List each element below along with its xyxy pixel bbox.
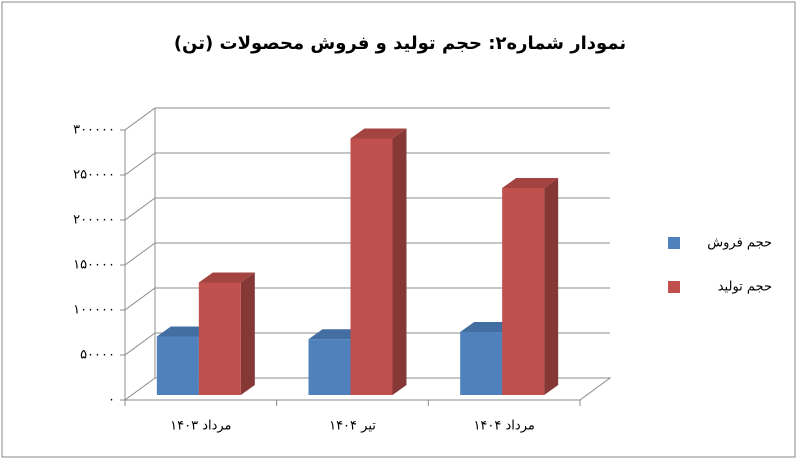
bar-front <box>308 339 351 395</box>
bar-side <box>544 178 559 395</box>
bar <box>502 178 559 395</box>
bar-front <box>198 282 241 395</box>
bar <box>350 128 407 395</box>
bar <box>198 272 255 395</box>
chart-title: نمودار شماره۲: حجم تولید و فروش محصولات … <box>174 33 626 54</box>
grid-line <box>124 107 610 131</box>
legend-label: حجم فروش <box>707 236 772 251</box>
bar-front <box>502 188 545 395</box>
grid-line <box>124 332 610 356</box>
legend-swatch <box>668 281 680 293</box>
legend-label: حجم تولید <box>718 280 772 295</box>
x-tick-label: مرداد ۱۴۰۴ <box>473 419 534 434</box>
grid-line <box>124 152 610 176</box>
x-tick-label: مرداد ۱۴۰۳ <box>170 419 231 434</box>
y-tick-label: ۵۰۰۰۰ <box>80 348 115 363</box>
y-tick-label: ۱۵۰۰۰۰ <box>73 258 115 273</box>
y-tick-label: ۰ <box>108 393 115 408</box>
grid-line <box>124 197 610 221</box>
y-tick-label: ۲۵۰۰۰۰ <box>73 168 115 183</box>
bar-side <box>392 128 407 395</box>
grid-line <box>124 377 610 401</box>
bar-top <box>350 128 407 139</box>
bar-side <box>240 272 255 395</box>
grid-line <box>124 242 610 266</box>
x-tick-label: تیر ۱۴۰۴ <box>329 419 376 434</box>
bar-top <box>198 272 255 283</box>
y-tick-label: ۳۰۰۰۰۰ <box>73 123 115 138</box>
grid-line <box>124 287 610 311</box>
bar-front <box>460 332 503 395</box>
bar-top <box>502 178 559 188</box>
bar-front <box>350 138 393 395</box>
y-tick-label: ۲۰۰۰۰۰ <box>73 213 115 228</box>
y-tick-label: ۱۰۰۰۰۰ <box>73 303 115 318</box>
bar-front <box>156 336 199 395</box>
legend-swatch <box>668 237 680 249</box>
